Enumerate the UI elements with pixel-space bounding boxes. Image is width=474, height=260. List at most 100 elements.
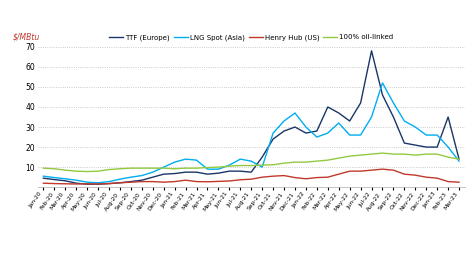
Henry Hub (US) xyxy=(292,176,298,179)
100% oil-linked xyxy=(183,167,189,170)
Henry Hub (US) xyxy=(52,182,57,185)
100% oil-linked xyxy=(336,157,342,160)
100% oil-linked xyxy=(347,154,353,158)
TTF (Europe) xyxy=(106,182,112,185)
Henry Hub (US) xyxy=(380,168,385,171)
Henry Hub (US) xyxy=(281,174,287,177)
Henry Hub (US) xyxy=(183,179,189,182)
TTF (Europe) xyxy=(95,183,101,186)
LNG Spot (Asia) xyxy=(358,133,364,136)
Henry Hub (US) xyxy=(41,182,46,185)
100% oil-linked xyxy=(358,154,364,157)
Henry Hub (US) xyxy=(73,183,79,186)
100% oil-linked xyxy=(423,153,429,156)
LNG Spot (Asia) xyxy=(303,126,309,129)
LNG Spot (Asia) xyxy=(150,171,155,174)
TTF (Europe) xyxy=(347,119,353,122)
100% oil-linked xyxy=(52,167,57,170)
TTF (Europe) xyxy=(216,172,221,175)
TTF (Europe) xyxy=(434,146,440,149)
TTF (Europe) xyxy=(358,101,364,105)
Henry Hub (US) xyxy=(259,176,265,179)
LNG Spot (Asia) xyxy=(139,174,145,177)
100% oil-linked xyxy=(325,159,331,162)
Henry Hub (US) xyxy=(161,181,166,184)
LNG Spot (Asia) xyxy=(456,160,462,163)
TTF (Europe) xyxy=(161,173,166,176)
LNG Spot (Asia) xyxy=(183,158,189,161)
Henry Hub (US) xyxy=(270,175,276,178)
100% oil-linked xyxy=(237,164,243,167)
LNG Spot (Asia) xyxy=(434,133,440,136)
Henry Hub (US) xyxy=(216,180,221,183)
LNG Spot (Asia) xyxy=(347,133,353,136)
Henry Hub (US) xyxy=(369,168,374,172)
TTF (Europe) xyxy=(150,176,155,179)
LNG Spot (Asia) xyxy=(401,119,407,122)
100% oil-linked xyxy=(456,158,462,161)
Henry Hub (US) xyxy=(63,182,68,185)
Henry Hub (US) xyxy=(456,181,462,184)
Henry Hub (US) xyxy=(227,179,232,183)
TTF (Europe) xyxy=(237,170,243,173)
LNG Spot (Asia) xyxy=(292,112,298,115)
LNG Spot (Asia) xyxy=(172,161,177,164)
LNG Spot (Asia) xyxy=(237,158,243,161)
Line: LNG Spot (Asia): LNG Spot (Asia) xyxy=(44,83,459,183)
Henry Hub (US) xyxy=(106,182,112,185)
Henry Hub (US) xyxy=(128,181,134,184)
TTF (Europe) xyxy=(84,183,90,186)
100% oil-linked xyxy=(216,166,221,169)
100% oil-linked xyxy=(106,168,112,171)
100% oil-linked xyxy=(434,153,440,156)
Henry Hub (US) xyxy=(336,173,342,176)
TTF (Europe) xyxy=(292,126,298,129)
LNG Spot (Asia) xyxy=(227,164,232,167)
100% oil-linked xyxy=(412,154,418,157)
LNG Spot (Asia) xyxy=(216,168,221,171)
LNG Spot (Asia) xyxy=(117,178,123,181)
LNG Spot (Asia) xyxy=(423,133,429,136)
LNG Spot (Asia) xyxy=(41,175,46,178)
100% oil-linked xyxy=(84,170,90,173)
Line: 100% oil-linked: 100% oil-linked xyxy=(44,153,459,172)
LNG Spot (Asia) xyxy=(95,181,101,184)
LNG Spot (Asia) xyxy=(248,160,254,163)
LNG Spot (Asia) xyxy=(369,115,374,119)
100% oil-linked xyxy=(270,163,276,166)
TTF (Europe) xyxy=(117,181,123,184)
Henry Hub (US) xyxy=(139,180,145,183)
LNG Spot (Asia) xyxy=(445,146,451,149)
100% oil-linked xyxy=(281,161,287,165)
100% oil-linked xyxy=(41,167,46,170)
TTF (Europe) xyxy=(270,138,276,141)
Henry Hub (US) xyxy=(117,181,123,184)
LNG Spot (Asia) xyxy=(270,132,276,135)
TTF (Europe) xyxy=(423,146,429,149)
LNG Spot (Asia) xyxy=(336,121,342,125)
100% oil-linked xyxy=(194,167,200,170)
TTF (Europe) xyxy=(194,171,200,174)
TTF (Europe) xyxy=(63,179,68,182)
100% oil-linked xyxy=(161,167,166,170)
TTF (Europe) xyxy=(303,132,309,135)
100% oil-linked xyxy=(248,164,254,167)
Henry Hub (US) xyxy=(412,174,418,177)
Henry Hub (US) xyxy=(423,176,429,179)
Legend: TTF (Europe), LNG Spot (Asia), Henry Hub (US), 100% oil-linked: TTF (Europe), LNG Spot (Asia), Henry Hub… xyxy=(109,34,393,41)
Line: Henry Hub (US): Henry Hub (US) xyxy=(44,169,459,184)
100% oil-linked xyxy=(314,160,319,163)
Henry Hub (US) xyxy=(391,168,396,172)
Henry Hub (US) xyxy=(95,183,101,186)
LNG Spot (Asia) xyxy=(194,159,200,162)
LNG Spot (Asia) xyxy=(106,180,112,183)
LNG Spot (Asia) xyxy=(161,166,166,169)
Henry Hub (US) xyxy=(314,176,319,179)
LNG Spot (Asia) xyxy=(73,179,79,182)
TTF (Europe) xyxy=(325,105,331,108)
TTF (Europe) xyxy=(128,180,134,183)
TTF (Europe) xyxy=(412,144,418,147)
TTF (Europe) xyxy=(73,182,79,185)
Henry Hub (US) xyxy=(358,170,364,173)
TTF (Europe) xyxy=(227,170,232,173)
